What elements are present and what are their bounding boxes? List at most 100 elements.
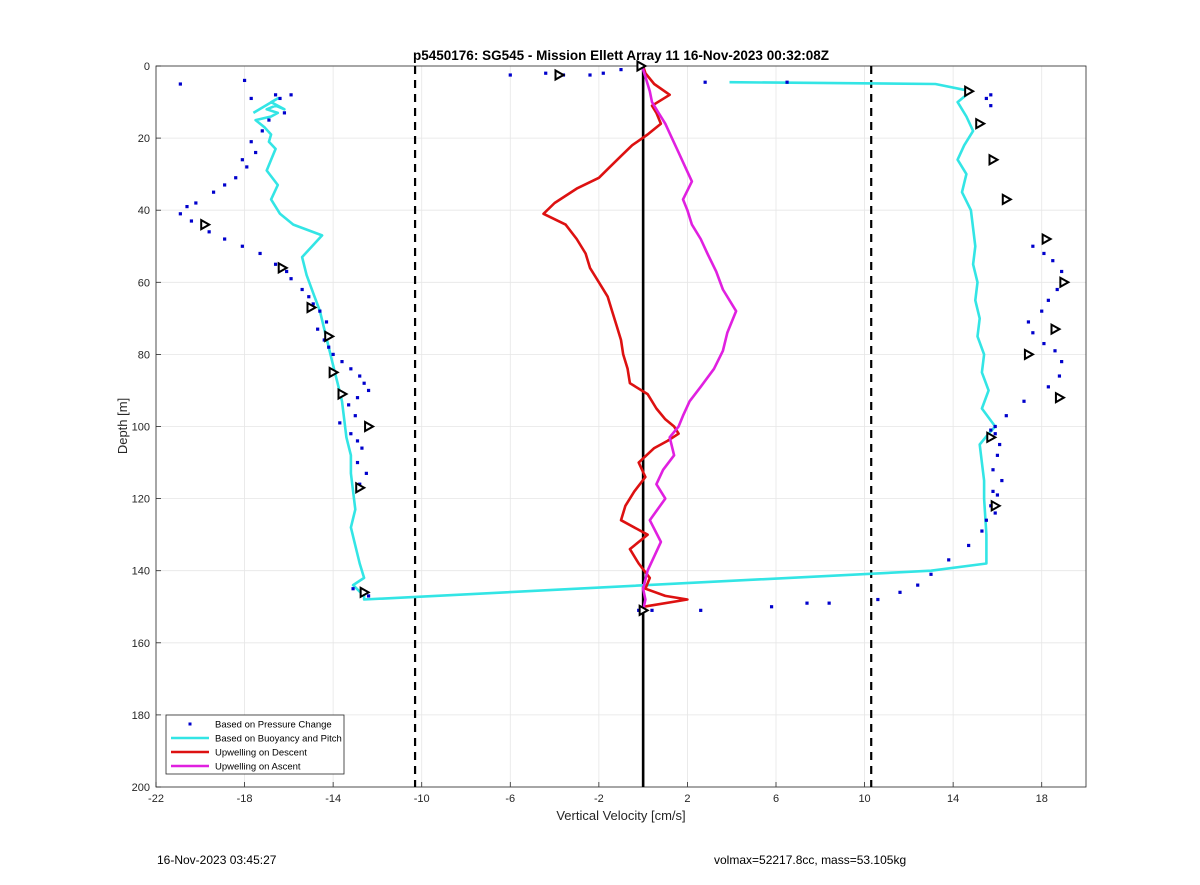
series-line-upwelling-on-descent: [542, 65, 689, 609]
pressure-change-point: [242, 78, 247, 83]
x-tick-label: -22: [148, 793, 164, 805]
pressure-change-point: [307, 295, 311, 299]
pressure-change-point: [249, 140, 253, 144]
legend-label: Upwelling on Ascent: [215, 762, 301, 773]
pressure-change-point: [260, 129, 264, 133]
pressure-change-point: [508, 73, 512, 77]
pressure-change-point: [588, 73, 592, 77]
pressure-change-point: [650, 608, 654, 612]
x-tick-labels: -22 -18 -14 -10 -6 -2 2 6 10 14 18: [148, 793, 1048, 805]
pressure-change-point: [995, 453, 1000, 457]
pressure-change-point: [998, 442, 1002, 447]
pressure-change-point: [282, 111, 287, 115]
pressure-change-point: [601, 71, 605, 75]
pressure-change-point: [340, 360, 344, 364]
y-tick-labels: 0 20 40 60 80 100 120 140 160 180 200: [132, 61, 150, 794]
pressure-change-point: [355, 439, 360, 443]
y-tick-label: 120: [132, 494, 150, 506]
x-tick-label: -18: [237, 793, 253, 805]
pressure-change-point: [805, 601, 809, 605]
pressure-change-point: [249, 96, 253, 101]
triangle-marker: [988, 153, 1000, 166]
x-tick-label: 2: [684, 793, 690, 805]
pressure-change-point: [366, 594, 371, 598]
pressure-change-point: [311, 302, 315, 306]
pressure-change-point: [1060, 269, 1064, 274]
markers: [200, 59, 1071, 617]
pressure-change-point: [1031, 244, 1035, 248]
pressure-change-point: [989, 93, 993, 97]
triangle-marker: [200, 218, 212, 231]
pressure-change-point: [355, 460, 360, 465]
pressure-change-point: [316, 327, 320, 331]
pressure-change-point: [993, 424, 997, 429]
pressure-change-point: [785, 80, 789, 84]
pressure-change-point: [360, 446, 364, 450]
pressure-change-point: [1057, 374, 1062, 378]
pressure-change-point: [1046, 298, 1050, 302]
legend-label: Based on Pressure Change: [215, 720, 332, 731]
triangle-marker: [638, 604, 650, 617]
y-tick-label: 20: [138, 133, 150, 145]
legend-label: Based on Buoyancy and Pitch: [215, 734, 342, 745]
pressure-change-point: [1042, 341, 1046, 346]
series-line-upwelling-on-ascent: [641, 66, 738, 611]
pressure-change-point: [991, 468, 995, 472]
footer-timestamp: 16-Nov-2023 03:45:27: [157, 853, 277, 867]
triangle-marker: [306, 301, 318, 314]
pressure-change-point: [353, 414, 357, 418]
pressure-change-point: [1055, 287, 1059, 292]
chart-title: p5450176: SG545 - Mission Ellett Array 1…: [413, 48, 829, 63]
y-tick-label: 80: [138, 349, 150, 361]
triangle-marker: [355, 481, 367, 494]
footer-volmax-mass: volmax=52217.8cc, mass=53.105kg: [714, 853, 907, 867]
pressure-change-point: [349, 432, 353, 436]
pressure-change-point: [1040, 309, 1044, 313]
x-tick-label: -6: [505, 793, 515, 805]
triangle-marker: [1050, 322, 1062, 336]
pressure-change-point: [358, 374, 362, 378]
pressure-change-point: [211, 190, 216, 194]
data-series: [178, 65, 1066, 612]
pressure-change-point: [324, 320, 329, 324]
pressure-change-point: [929, 572, 933, 576]
pressure-change-point: [240, 244, 244, 248]
pressure-change-point: [1060, 360, 1064, 364]
pressure-change-point: [178, 82, 182, 86]
x-axis-label: Vertical Velocity [cm/s]: [556, 808, 685, 823]
pressure-change-point: [1042, 251, 1046, 256]
pressure-change-point: [544, 71, 548, 75]
legend: Based on Pressure Change Based on Buoyanc…: [165, 714, 345, 775]
pressure-change-point: [189, 219, 194, 223]
pressure-change-point: [876, 597, 880, 602]
triangle-marker: [1054, 391, 1066, 404]
pressure-change-point: [1022, 399, 1026, 403]
pressure-change-point: [240, 158, 244, 162]
pressure-change-point: [278, 96, 282, 101]
triangle-marker: [975, 117, 987, 130]
pressure-change-point: [1031, 331, 1035, 335]
y-tick-label: 40: [138, 205, 150, 217]
triangle-marker: [1041, 232, 1053, 246]
pressure-change-point: [254, 150, 258, 155]
pressure-change-point: [916, 583, 920, 587]
x-tick-label: -2: [594, 793, 604, 805]
pressure-change-point: [991, 489, 995, 493]
x-tick-label: 14: [947, 793, 959, 805]
pressure-change-point: [273, 262, 278, 266]
pressure-change-point: [223, 183, 227, 187]
pressure-change-point: [285, 269, 289, 274]
triangle-marker: [337, 387, 349, 401]
triangle-marker: [636, 59, 648, 73]
pressure-change-point: [347, 403, 351, 407]
x-tick-label: -10: [414, 793, 430, 805]
pressure-change-point: [362, 381, 366, 385]
triangle-marker: [986, 431, 998, 444]
triangle-marker: [277, 261, 289, 275]
legend-swatch-dot: [188, 722, 192, 726]
x-tick-label: 6: [773, 793, 779, 805]
pressure-change-point: [364, 471, 368, 475]
legend-label: Upwelling on Descent: [215, 748, 307, 759]
reference-lines: [413, 66, 873, 787]
